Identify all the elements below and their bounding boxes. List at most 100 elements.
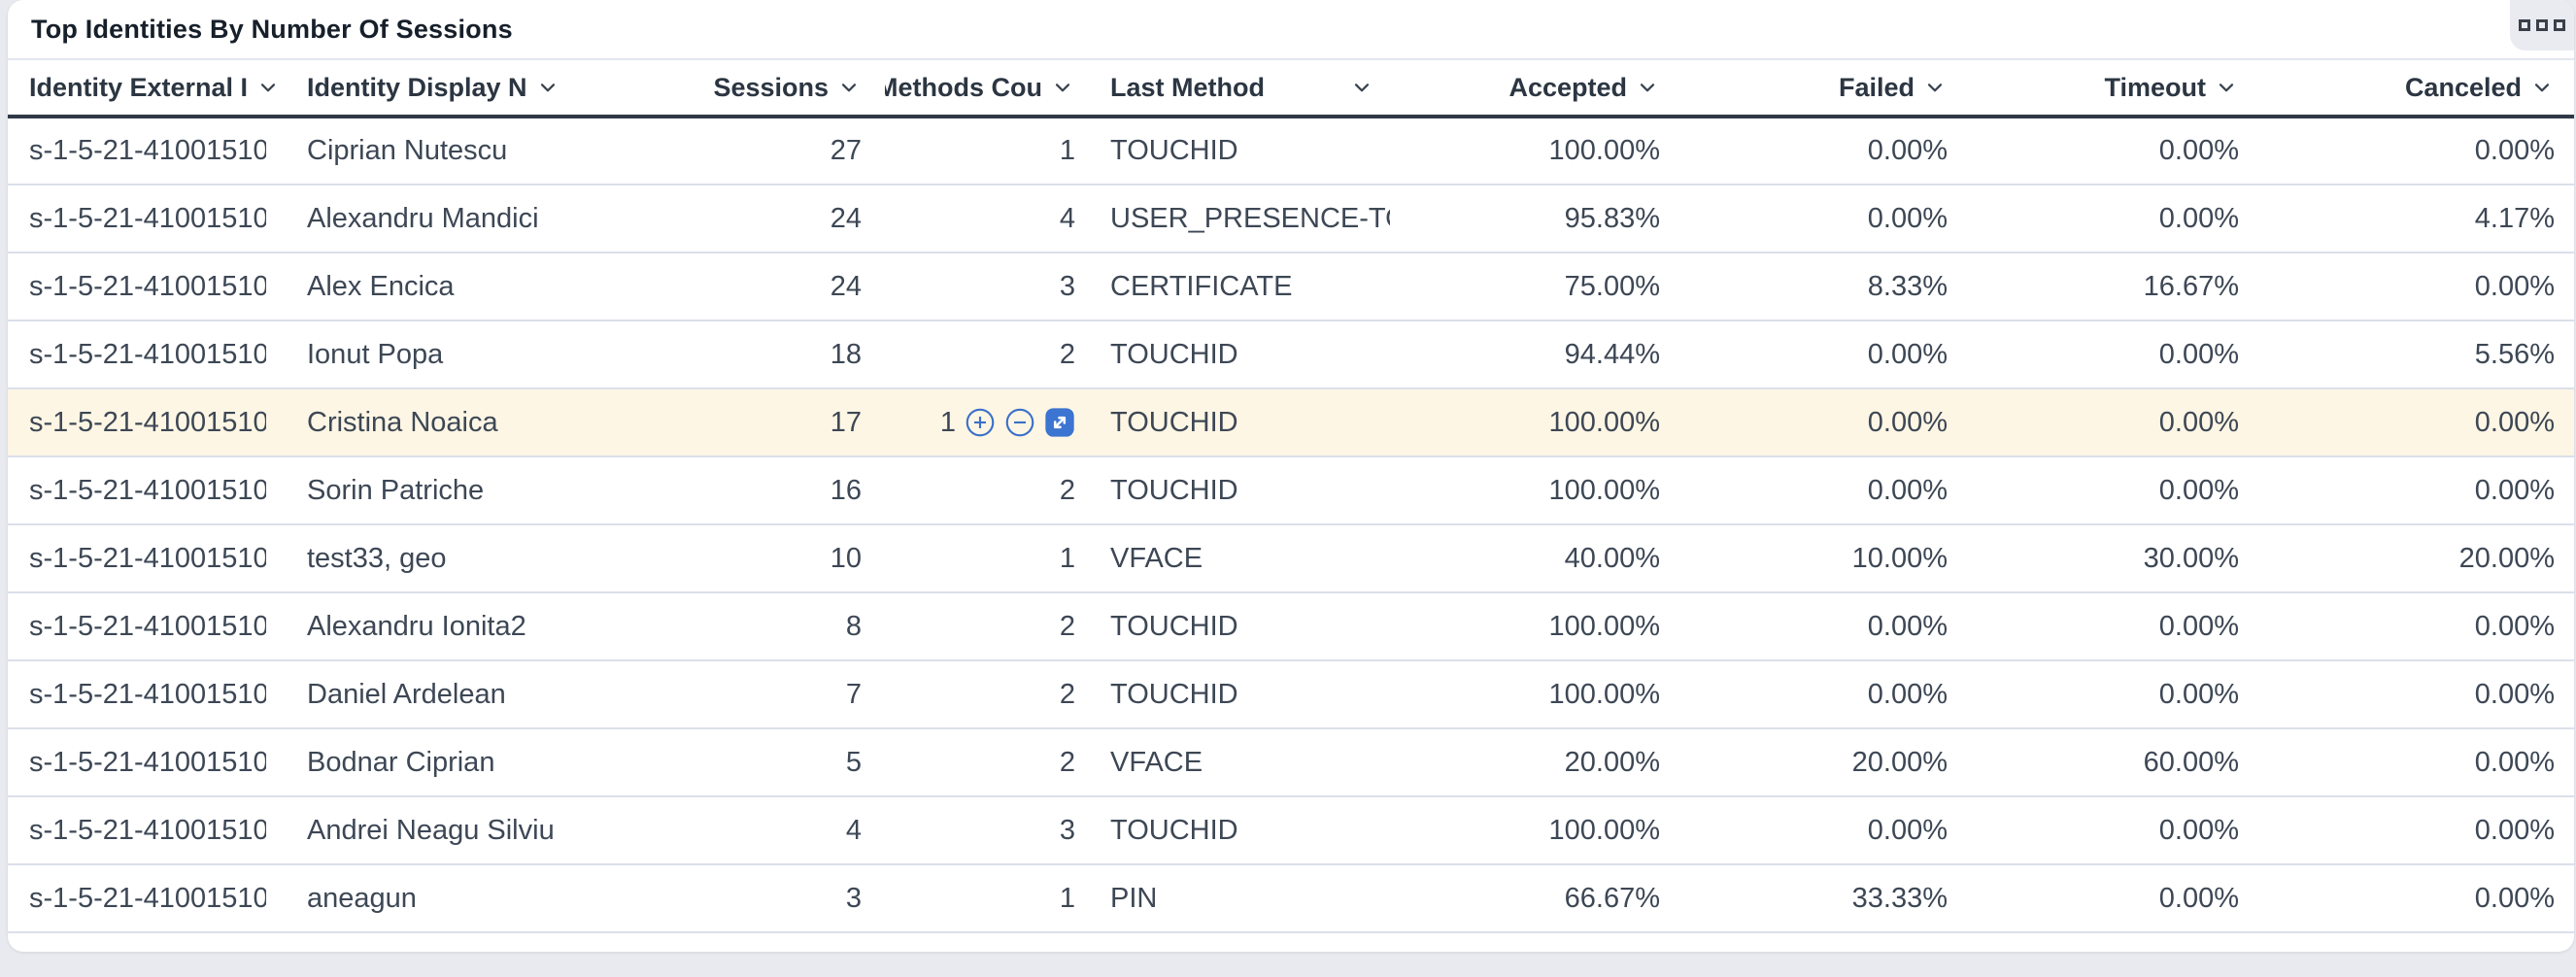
- cell-timeout: 0.00%: [1971, 185, 2262, 253]
- top-identities-widget: Top Identities By Number Of Sessions Ide…: [8, 0, 2574, 952]
- table-row[interactable]: s-1-5-21-41001510 Sorin Patriche 16 2 TOUCHI…: [8, 456, 2574, 525]
- cell-sessions: 10: [695, 524, 885, 593]
- cell-external_id: s-1-5-21-41001510: [8, 592, 295, 661]
- plus-circle-icon: [966, 408, 995, 437]
- cell-methods_count: 2: [885, 320, 1099, 389]
- external-id-text: s-1-5-21-41001510: [29, 406, 266, 438]
- cell-timeout: 0.00%: [1971, 864, 2262, 933]
- cell-display_name: test33, geo: [295, 524, 695, 593]
- table-row[interactable]: s-1-5-21-41001510 Bodnar Ciprian 5 2 VFACE 20…: [8, 728, 2574, 797]
- cell-accepted: 100.00%: [1390, 117, 1683, 185]
- column-label: Identity Display N: [307, 72, 527, 102]
- table-row[interactable]: s-1-5-21-41001510 Cristina Noaica 17 1 TOUCH…: [8, 388, 2574, 457]
- cell-external_id: s-1-5-21-41001510: [8, 253, 295, 321]
- cell-last_method: VFACE: [1099, 728, 1390, 797]
- cell-accepted: 40.00%: [1390, 524, 1683, 593]
- column-header-last_method[interactable]: Last Method: [1099, 60, 1390, 118]
- chevron-down-icon: [2214, 75, 2239, 100]
- cell-sessions: 16: [695, 456, 885, 525]
- column-header-sessions[interactable]: Sessions: [695, 60, 885, 118]
- cell-timeout: 0.00%: [1971, 592, 2262, 661]
- external-id-text: s-1-5-21-41001510: [29, 202, 266, 234]
- cell-failed: 0.00%: [1683, 796, 1971, 865]
- cell-failed: 8.33%: [1683, 253, 1971, 321]
- cell-last_method: TOUCHID: [1099, 320, 1390, 389]
- cell-canceled: 0.00%: [2262, 117, 2574, 185]
- cell-last_method: CERTIFICATE: [1099, 253, 1390, 321]
- cell-methods_count: 1: [885, 388, 1099, 457]
- column-header-failed[interactable]: Failed: [1683, 60, 1971, 118]
- cell-failed: 10.00%: [1683, 524, 1971, 593]
- cell-last_method: PIN: [1099, 864, 1390, 933]
- column-header-external_id[interactable]: Identity External I: [8, 60, 295, 118]
- table-row[interactable]: s-1-5-21-41001510 Alexandru Ionita2 8 2 TOUC…: [8, 592, 2574, 661]
- cell-accepted: 100.00%: [1390, 388, 1683, 457]
- cell-canceled: 0.00%: [2262, 660, 2574, 729]
- cell-canceled: 0.00%: [2262, 728, 2574, 797]
- cell-canceled: 0.00%: [2262, 864, 2574, 933]
- cell-failed: 0.00%: [1683, 320, 1971, 389]
- column-header-accepted[interactable]: Accepted: [1390, 60, 1683, 118]
- cell-last_method: TOUCHID: [1099, 660, 1390, 729]
- table-row[interactable]: s-1-5-21-41001510 test33, geo 10 1 VFACE 40.0…: [8, 524, 2574, 593]
- column-header-canceled[interactable]: Canceled: [2262, 60, 2574, 118]
- table-row[interactable]: s-1-5-21-41001510 Alexandru Mandici 24 4 USE…: [8, 185, 2574, 253]
- cell-accepted: 100.00%: [1390, 592, 1683, 661]
- cell-last_method: VFACE: [1099, 524, 1390, 593]
- cell-last_method: TOUCHID: [1099, 388, 1390, 457]
- cell-timeout: 0.00%: [1971, 320, 2262, 389]
- table-row[interactable]: s-1-5-21-41001510 Ionut Popa 18 2 TOUCHID 94.…: [8, 320, 2574, 389]
- table-row[interactable]: s-1-5-21-41001510 Andrei Neagu Silviu 4 3 TO…: [8, 796, 2574, 865]
- cell-external_id: s-1-5-21-41001510: [8, 796, 295, 865]
- widget-title: Top Identities By Number Of Sessions: [31, 14, 513, 44]
- cell-accepted: 94.44%: [1390, 320, 1683, 389]
- cell-failed: 0.00%: [1683, 660, 1971, 729]
- cell-methods_count: 2: [885, 660, 1099, 729]
- table-row[interactable]: s-1-5-21-41001510 aneagun 3 1 PIN 66.67% 33.33…: [8, 864, 2574, 933]
- cell-canceled: 20.00%: [2262, 524, 2574, 593]
- cell-external_id: s-1-5-21-41001510: [8, 117, 295, 185]
- row-action-expand-button[interactable]: [1044, 407, 1075, 438]
- external-id-text: s-1-5-21-41001510: [29, 542, 266, 574]
- cell-last_method: TOUCHID: [1099, 117, 1390, 185]
- cell-display_name: Cristina Noaica: [295, 388, 695, 457]
- cell-timeout: 16.67%: [1971, 253, 2262, 321]
- cell-external_id: s-1-5-21-41001510: [8, 320, 295, 389]
- column-header-display_name[interactable]: Identity Display N: [295, 60, 695, 118]
- cell-timeout: 30.00%: [1971, 524, 2262, 593]
- cell-accepted: 100.00%: [1390, 660, 1683, 729]
- row-action-exclude-button[interactable]: [1004, 407, 1035, 438]
- cell-last_method: TOUCHID: [1099, 456, 1390, 525]
- column-label: Methods Cou: [885, 72, 1042, 102]
- cell-methods_count: 2: [885, 592, 1099, 661]
- methods-count-value: 1: [939, 406, 956, 438]
- expand-diagonal-icon: [1044, 407, 1075, 438]
- cell-display_name: Daniel Ardelean: [295, 660, 695, 729]
- row-action-include-button[interactable]: [965, 407, 996, 438]
- cell-canceled: 0.00%: [2262, 253, 2574, 321]
- column-header-methods_count[interactable]: Methods Cou: [885, 60, 1099, 118]
- table-container: Identity External I Identity Display N Ses…: [8, 60, 2574, 933]
- cell-accepted: 66.67%: [1390, 864, 1683, 933]
- cell-canceled: 0.00%: [2262, 456, 2574, 525]
- cell-timeout: 0.00%: [1971, 117, 2262, 185]
- cell-methods_count: 2: [885, 728, 1099, 797]
- table-row[interactable]: s-1-5-21-41001510 Daniel Ardelean 7 2 TOUCHI…: [8, 660, 2574, 729]
- cell-methods_count: 3: [885, 796, 1099, 865]
- grid-menu-icon: [2519, 19, 2565, 31]
- table-row[interactable]: s-1-5-21-41001510 Ciprian Nutescu 27 1 TOUCH…: [8, 117, 2574, 185]
- table-row[interactable]: s-1-5-21-41001510 Alex Encica 24 3 CERTIFICA…: [8, 253, 2574, 321]
- cell-external_id: s-1-5-21-41001510: [8, 524, 295, 593]
- external-id-text: s-1-5-21-41001510: [29, 746, 266, 778]
- column-label: Sessions: [713, 72, 829, 102]
- cell-failed: 0.00%: [1683, 117, 1971, 185]
- minus-circle-icon: [1005, 408, 1034, 437]
- column-header-timeout[interactable]: Timeout: [1971, 60, 2262, 118]
- cell-failed: 0.00%: [1683, 388, 1971, 457]
- cell-external_id: s-1-5-21-41001510: [8, 185, 295, 253]
- widget-menu-button[interactable]: [2510, 0, 2574, 51]
- chevron-down-icon: [255, 75, 281, 100]
- cell-display_name: Bodnar Ciprian: [295, 728, 695, 797]
- chevron-down-icon: [1050, 75, 1075, 100]
- cell-timeout: 0.00%: [1971, 388, 2262, 457]
